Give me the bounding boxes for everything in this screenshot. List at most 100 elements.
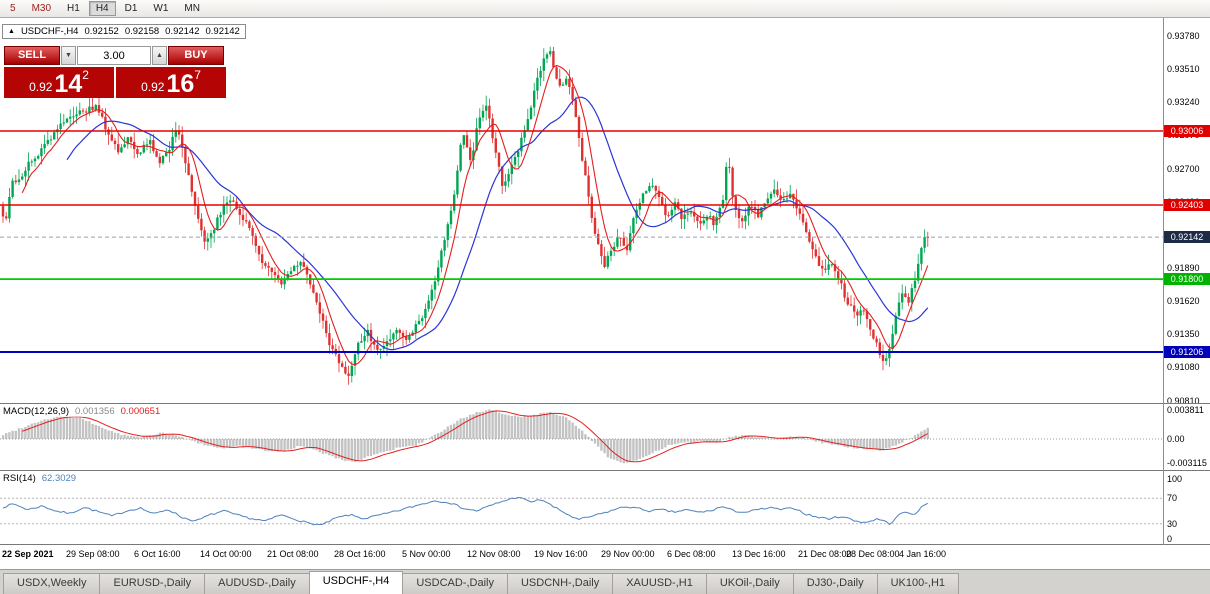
rsi-value: 62.3029: [41, 473, 77, 484]
time-axis-label: 21 Dec 08:00: [798, 549, 852, 559]
price-chart-canvas[interactable]: [0, 18, 1210, 403]
macd-main-value: 0.001356: [75, 406, 115, 417]
price-scale-label: 0.91350: [1167, 329, 1200, 339]
chart-tab-usdx-weekly[interactable]: USDX,Weekly: [3, 573, 101, 594]
chart-tab-uk100-h1[interactable]: UK100-,H1: [876, 573, 960, 594]
time-axis-label: 13 Dec 16:00: [732, 549, 786, 559]
price-badge-0.91206: 0.91206: [1164, 346, 1210, 358]
price-scale-label: 0.91890: [1167, 263, 1200, 273]
timeframe-button-m30[interactable]: M30: [31, 3, 52, 14]
time-axis-label: 22 Sep 2021: [2, 549, 54, 559]
time-axis: 22 Sep 2021 29 Sep 08:00 6 Oct 16:00 14 Oct…: [0, 545, 1210, 569]
rsi-title: RSI(14) 62.3029: [3, 473, 77, 484]
price-badge-0.93006: 0.93006: [1164, 125, 1210, 137]
chart-tab-usdchf-h4[interactable]: USDCHF-,H4: [308, 571, 404, 594]
sell-price-box[interactable]: 0.92 14 2: [4, 67, 114, 98]
macd-panel[interactable]: MACD(12,26,9) 0.001356 0.000651 0.003811…: [0, 403, 1210, 470]
price-scale-label: 0.91080: [1167, 362, 1200, 372]
macd-axis-label: 0.003811: [1167, 405, 1204, 415]
timeframe-button-w1[interactable]: W1: [153, 3, 169, 14]
time-axis-label: 12 Nov 08:00: [467, 549, 521, 559]
timeframe-button-d1[interactable]: D1: [124, 3, 138, 14]
macd-title: MACD(12,26,9) 0.001356 0.000651: [3, 406, 161, 417]
time-axis-label: 5 Nov 00:00: [402, 549, 451, 559]
buy-price-base: 0.92: [141, 80, 165, 94]
time-axis-label: 6 Oct 16:00: [134, 549, 181, 559]
quote-low: 0.92142: [165, 26, 200, 37]
spinner-down-icon: ▼: [65, 52, 72, 59]
chart-tab-ukoil-daily[interactable]: UKOil-,Daily: [705, 573, 794, 594]
price-badge-0.92403: 0.92403: [1164, 199, 1210, 211]
macd-signal-line-group: [22, 410, 929, 463]
lot-increment-button[interactable]: ▲: [152, 46, 167, 65]
quote-box: ▲ USDCHF-,H4 0.92152 0.92158 0.92142 0.9…: [2, 24, 246, 39]
sell-price-base: 0.92: [29, 80, 53, 94]
buy-button[interactable]: BUY: [168, 46, 224, 65]
time-axis-label: 28 Oct 16:00: [334, 549, 386, 559]
timeframe-button-5[interactable]: 5: [10, 3, 16, 14]
quote-open: 0.92152: [84, 26, 119, 37]
timeframe-toolbar: 5 M30 H1 H4 D1 W1 MN: [0, 0, 1210, 18]
macd-signal-value: 0.000651: [120, 406, 161, 417]
horizontal-levels-group[interactable]: [0, 130, 1163, 353]
candles-group: [1, 46, 929, 385]
macd-axis: 0.003811 0.00 -0.003115: [1164, 404, 1210, 470]
timeframe-button-mn[interactable]: MN: [184, 3, 200, 14]
sell-button[interactable]: SELL: [4, 46, 60, 65]
chart-tab-usdcnh-daily[interactable]: USDCNH-,Daily: [506, 573, 614, 594]
macd-histogram-group: [1, 409, 929, 464]
lot-decrement-button[interactable]: ▼: [61, 46, 76, 65]
rsi-indicator-canvas: [0, 496, 1163, 526]
one-click-panel-toggle-icon[interactable]: ▲: [8, 28, 15, 35]
chart-tab-bar: USDX,Weekly EURUSD-,Daily AUDUSD-,Daily USD…: [0, 569, 1210, 594]
chart-tab-xauusd-h1[interactable]: XAUUSD-,H1: [612, 573, 707, 594]
axis-separator: [1163, 18, 1164, 545]
time-axis-label: 28 Dec 08:00: [846, 549, 900, 559]
rsi-panel[interactable]: RSI(14) 62.3029 100 70 30 0: [0, 470, 1210, 545]
quote-close: 0.92142: [205, 26, 240, 37]
price-scale-label: 0.93240: [1167, 97, 1200, 107]
sell-price-pips: 14: [54, 70, 83, 98]
price-scale-label: 0.91620: [1167, 296, 1200, 306]
time-axis-label: 14 Oct 00:00: [200, 549, 252, 559]
buy-price-pips: 16: [166, 70, 195, 98]
macd-label: MACD(12,26,9): [3, 406, 69, 417]
rsi-label: RSI(14): [3, 473, 36, 484]
chart-tab-audusd-daily[interactable]: AUDUSD-,Daily: [204, 573, 310, 594]
lot-size-input[interactable]: [77, 46, 151, 65]
macd-axis-label: -0.003115: [1167, 458, 1207, 468]
rsi-line: [2, 496, 929, 526]
price-axis: 0.937800.935100.932400.929700.927000.924…: [1164, 18, 1210, 406]
time-axis-label: 19 Nov 16:00: [534, 549, 588, 559]
rsi-axis-label: 30: [1167, 519, 1178, 529]
timeframe-button-h4[interactable]: H4: [88, 1, 116, 16]
chart-tab-eurusd-daily[interactable]: EURUSD-,Daily: [99, 573, 206, 594]
time-axis-label: 4 Jan 16:00: [899, 549, 947, 559]
price-badge-0.92142: 0.92142: [1164, 231, 1210, 243]
price-scale-label: 0.93780: [1167, 31, 1200, 41]
chart-area[interactable]: ▲ USDCHF-,H4 0.92152 0.92158 0.92142 0.9…: [0, 18, 1210, 406]
buy-price-box[interactable]: 0.92 16 7: [116, 67, 226, 98]
price-scale-label: 0.90810: [1167, 396, 1200, 406]
rsi-axis-label: 0: [1167, 534, 1173, 544]
rsi-axis-label: 100: [1167, 474, 1183, 484]
quote-symbol: USDCHF-,H4: [20, 26, 79, 37]
moving-averages-group: [21, 64, 929, 366]
one-click-trading-panel: SELL ▼ ▲ BUY 0.92 14 2 0.92 16 7: [4, 46, 226, 98]
price-scale-label: 0.92700: [1167, 164, 1200, 174]
spinner-up-icon: ▲: [156, 52, 163, 59]
timeframe-button-h1[interactable]: H1: [67, 3, 80, 14]
chart-tab-dj30-daily[interactable]: DJ30-,Daily: [792, 573, 878, 594]
time-axis-label: 29 Nov 00:00: [601, 549, 655, 559]
buy-price-point: 7: [194, 68, 201, 82]
macd-indicator-canvas: [0, 409, 1163, 464]
rsi-axis-label: 70: [1167, 493, 1178, 503]
time-axis-label: 21 Oct 08:00: [267, 549, 319, 559]
chart-tab-usdcad-daily[interactable]: USDCAD-,Daily: [402, 573, 508, 594]
macd-axis-label: 0.00: [1167, 434, 1185, 444]
rsi-axis: 100 70 30 0: [1164, 471, 1210, 544]
quote-high: 0.92158: [124, 26, 160, 37]
price-badge-0.91800: 0.91800: [1164, 273, 1210, 285]
price-scale-label: 0.93510: [1167, 64, 1200, 74]
